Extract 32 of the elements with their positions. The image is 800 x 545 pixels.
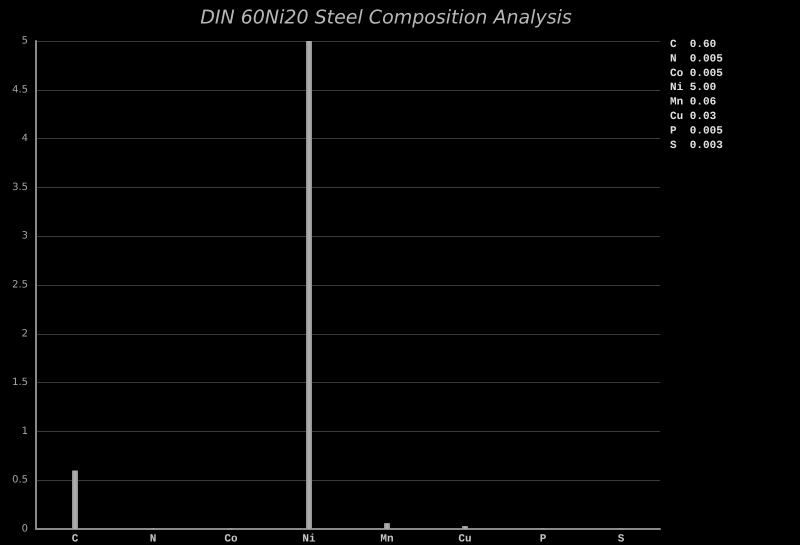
text: Cu 0.03 <box>670 111 717 123</box>
y-tick-label: 4.5 <box>12 84 28 96</box>
text: N 0.005 <box>670 53 724 66</box>
y-tick-label: 3 <box>22 230 28 242</box>
x-tick-label: Mn <box>380 534 394 545</box>
x-tick-label: P <box>540 534 547 545</box>
y-tick-label: 1.5 <box>12 377 28 388</box>
chart-title: DIN 60Ni20 Steel Composition Analysis <box>200 6 572 28</box>
bar <box>72 470 78 529</box>
text: Mn 0.06 <box>670 96 716 109</box>
y-tick-label: 4 <box>22 133 28 144</box>
text: C 0.60 <box>670 39 716 51</box>
x-tick-label: Co <box>224 534 238 545</box>
x-tick-label: N <box>150 534 156 545</box>
x-tick-label: C <box>72 534 79 545</box>
y-tick-label: 0.5 <box>12 474 28 486</box>
y-tick-label: 2.5 <box>12 280 28 290</box>
bar <box>462 526 468 529</box>
x-tick-label: Cu <box>458 534 472 545</box>
text: P 0.005 <box>670 125 724 138</box>
y-tick-label: 5 <box>22 36 28 46</box>
bar <box>306 41 312 529</box>
y-tick-label: 3.5 <box>12 182 28 193</box>
y-tick-label: 0 <box>22 524 28 534</box>
bar <box>384 523 390 529</box>
y-tick-label: 1 <box>22 426 28 437</box>
text: S 0.003 <box>670 140 724 152</box>
text: Ni 5.00 <box>670 82 716 94</box>
y-tick-label: 2 <box>22 328 28 340</box>
text: Co 0.005 <box>670 68 724 80</box>
x-tick-label: S <box>618 534 625 545</box>
x-tick-label: Ni <box>302 534 316 545</box>
